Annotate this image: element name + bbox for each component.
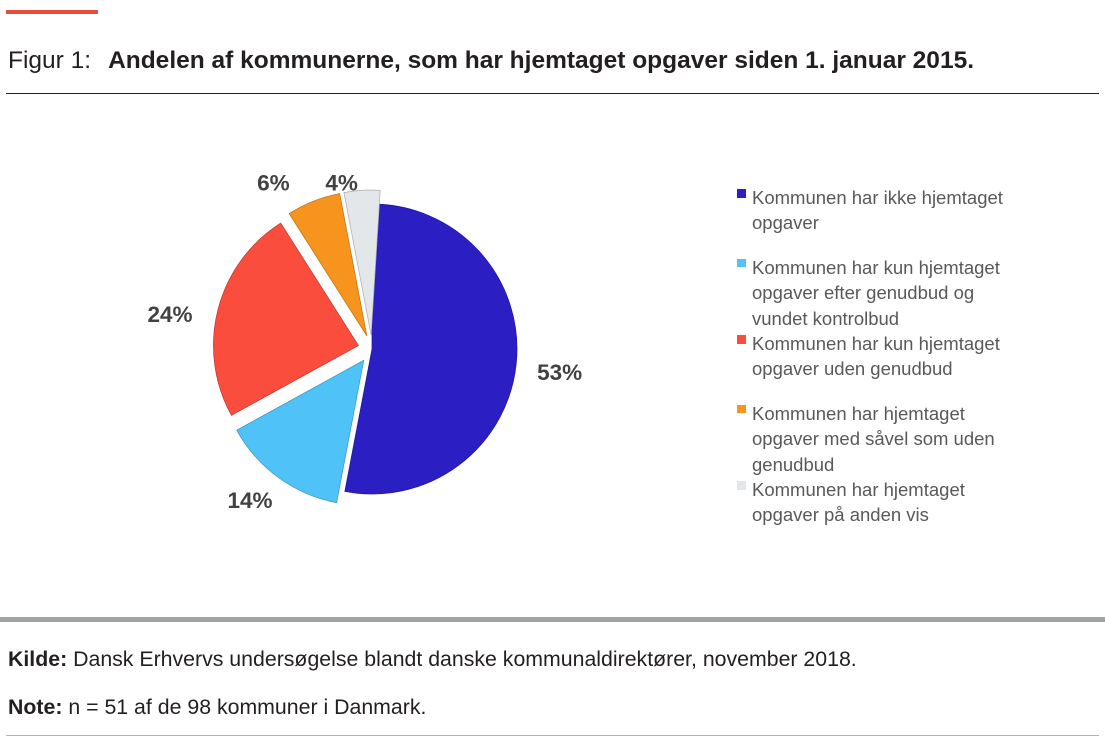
svg-text:53%: 53%	[537, 360, 582, 385]
svg-text:24%: 24%	[147, 302, 192, 327]
svg-text:6%: 6%	[257, 171, 290, 196]
svg-text:14%: 14%	[227, 488, 272, 513]
svg-text:4%: 4%	[325, 171, 358, 196]
